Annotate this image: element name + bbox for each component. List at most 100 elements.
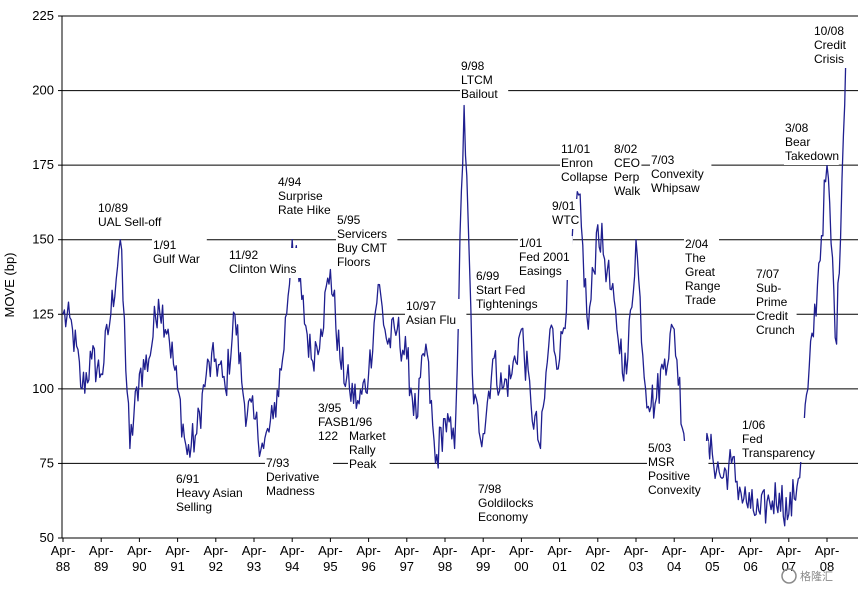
x-tick-label: Apr-05 xyxy=(700,543,725,574)
annotation-bg xyxy=(405,299,467,329)
annotation: 7/07 Sub-Prime Credit Crunch xyxy=(755,267,797,339)
x-tick-label: Apr-88 xyxy=(51,543,76,574)
annotation-text: 6/99 Start Fed Tightenings xyxy=(476,269,538,311)
annotation-bg xyxy=(265,456,333,500)
x-tick-label: Apr-97 xyxy=(395,543,420,574)
y-tick-label: 225 xyxy=(32,8,54,23)
annotation-text: 9/98 LTCM Bailout xyxy=(461,59,498,101)
y-tick-label: 125 xyxy=(32,306,54,321)
x-axis-ticks: Apr-88 Apr-89 Apr-90 Apr-91 Apr-92 Apr-93 Apr-… xyxy=(51,538,840,574)
y-tick-label: 150 xyxy=(32,232,54,247)
y-tick-label: 75 xyxy=(40,455,54,470)
annotation-bg xyxy=(277,175,339,219)
annotation: 9/01 WTC xyxy=(551,199,580,229)
watermark-logo-icon xyxy=(781,568,797,584)
y-tick-label: 50 xyxy=(40,530,54,545)
annotation-bg xyxy=(647,441,709,499)
series-line xyxy=(62,45,847,527)
annotation: 2/04 The Great Range Trade xyxy=(684,237,721,309)
annotation-bg xyxy=(551,199,580,229)
annotation-text: 8/02 CEO Perp Walk xyxy=(614,142,641,198)
annotation-bg xyxy=(755,267,797,339)
annotation-text: 9/01 WTC xyxy=(552,199,580,227)
annotation-text: 3/95 FASB 122 xyxy=(318,401,349,443)
x-tick-label: Apr-90 xyxy=(127,543,152,574)
annotation: 10/97 Asian Flu xyxy=(405,299,467,329)
annotation: 5/03 MSR Positive Convexity xyxy=(647,441,709,499)
y-axis-ticks: 50 75 100 125 150 175 200 225 xyxy=(32,8,62,545)
annotation: 1/96 Market Rally Peak xyxy=(348,415,390,473)
y-tick-label: 100 xyxy=(32,381,54,396)
x-tick-label: Apr-99 xyxy=(471,543,496,574)
y-tick-label: 200 xyxy=(32,83,54,98)
annotation-bg xyxy=(348,415,390,473)
annotation: 5/95 Servicers Buy CMT Floors xyxy=(336,213,398,271)
annotation: 9/98 LTCM Bailout xyxy=(460,59,509,103)
annotation: 6/91 Heavy Asian Selling xyxy=(175,472,250,516)
annotation: 11/01 Enron Collapse xyxy=(560,142,615,186)
annotation-text: 11/92 Clinton Wins xyxy=(229,248,296,276)
annotation-text: 5/03 MSR Positive Convexity xyxy=(648,441,701,497)
annotation-text: 5/95 Servicers Buy CMT Floors xyxy=(337,213,388,269)
axes xyxy=(61,16,858,539)
annotation-bg xyxy=(152,238,207,268)
x-tick-label: Apr-98 xyxy=(433,543,458,574)
annotation-bg xyxy=(650,153,712,197)
series-group xyxy=(62,45,847,527)
annotation-text: 1/01 Fed 2001 Easings xyxy=(519,236,570,278)
x-tick-label: Apr-02 xyxy=(586,543,611,574)
annotation-bg xyxy=(684,237,719,309)
annotation-text: 7/07 Sub-Prime Credit Crunch xyxy=(756,267,795,337)
annotation-text: 11/01 Enron Collapse xyxy=(561,142,608,184)
annotation-bg xyxy=(560,142,615,186)
annotation: 8/02 CEO Perp Walk xyxy=(613,142,642,200)
annotation-bg xyxy=(175,472,250,516)
annotation-text: 1/06 Fed Transparency xyxy=(742,418,815,460)
annotation-bg xyxy=(784,121,839,165)
y-axis-label: MOVE (bp) xyxy=(2,252,17,317)
annotation-bg xyxy=(813,24,855,68)
annotation: 7/98 Goldilocks Economy xyxy=(477,482,545,526)
annotation-text: 10/08 Credit Crisis xyxy=(814,24,847,66)
annotation-bg xyxy=(613,142,642,200)
watermark: 格隆汇 xyxy=(781,568,833,584)
annotation-bg xyxy=(518,236,573,280)
annotation: 3/95 FASB 122 xyxy=(317,401,349,445)
x-tick-label: Apr-95 xyxy=(318,543,343,574)
annotation-text: 7/98 Goldilocks Economy xyxy=(478,482,533,524)
annotation: 3/08 Bear Takedown xyxy=(784,121,839,165)
annotation-bg xyxy=(97,201,179,231)
annotation: 10/89 UAL Sell-off xyxy=(97,201,179,231)
annotation: 1/01 Fed 2001 Easings xyxy=(518,236,573,280)
x-tick-label: Apr-92 xyxy=(204,543,229,574)
annotation-text: 10/89 UAL Sell-off xyxy=(98,201,162,229)
annotation-bg xyxy=(741,418,823,462)
x-tick-label: Apr-04 xyxy=(662,543,687,574)
annotation: 10/08 Credit Crisis xyxy=(813,24,855,68)
annotation-bg xyxy=(460,59,509,103)
annotation-text: 1/91 Gulf War xyxy=(153,238,200,266)
x-tick-label: Apr-94 xyxy=(280,543,305,574)
annotation: 7/93 Derivative Madness xyxy=(265,456,333,500)
annotation-text: 7/03 Convexity Whipsaw xyxy=(651,153,704,195)
annotation-text: 1/96 Market Rally Peak xyxy=(349,415,386,471)
annotation: 1/91 Gulf War xyxy=(152,238,207,268)
x-tick-label: Apr-08 xyxy=(815,543,840,574)
annotation-text: 10/97 Asian Flu xyxy=(406,299,456,327)
watermark-text: 格隆汇 xyxy=(800,569,833,583)
x-tick-label: Apr-00 xyxy=(509,543,534,574)
annotation-text: 3/08 Bear Takedown xyxy=(785,121,839,163)
annotation: 7/03 Convexity Whipsaw xyxy=(650,153,712,197)
annotation-bg xyxy=(317,401,346,445)
x-tick-label: Apr-96 xyxy=(356,543,381,574)
annotation: 1/06 Fed Transparency xyxy=(741,418,823,462)
annotation-bg xyxy=(477,482,545,526)
x-tick-label: Apr-93 xyxy=(242,543,267,574)
annotation-bg xyxy=(228,248,310,278)
annotation: 11/92 Clinton Wins xyxy=(228,248,310,278)
annotation-text: 2/04 The Great Range Trade xyxy=(685,237,721,307)
x-tick-label: Apr-91 xyxy=(165,543,190,574)
annotation-group: 10/89 UAL Sell-off 1/91 Gulf War 6/91 Heavy A… xyxy=(97,24,855,526)
annotation: 4/94 Surprise Rate Hike xyxy=(277,175,339,219)
